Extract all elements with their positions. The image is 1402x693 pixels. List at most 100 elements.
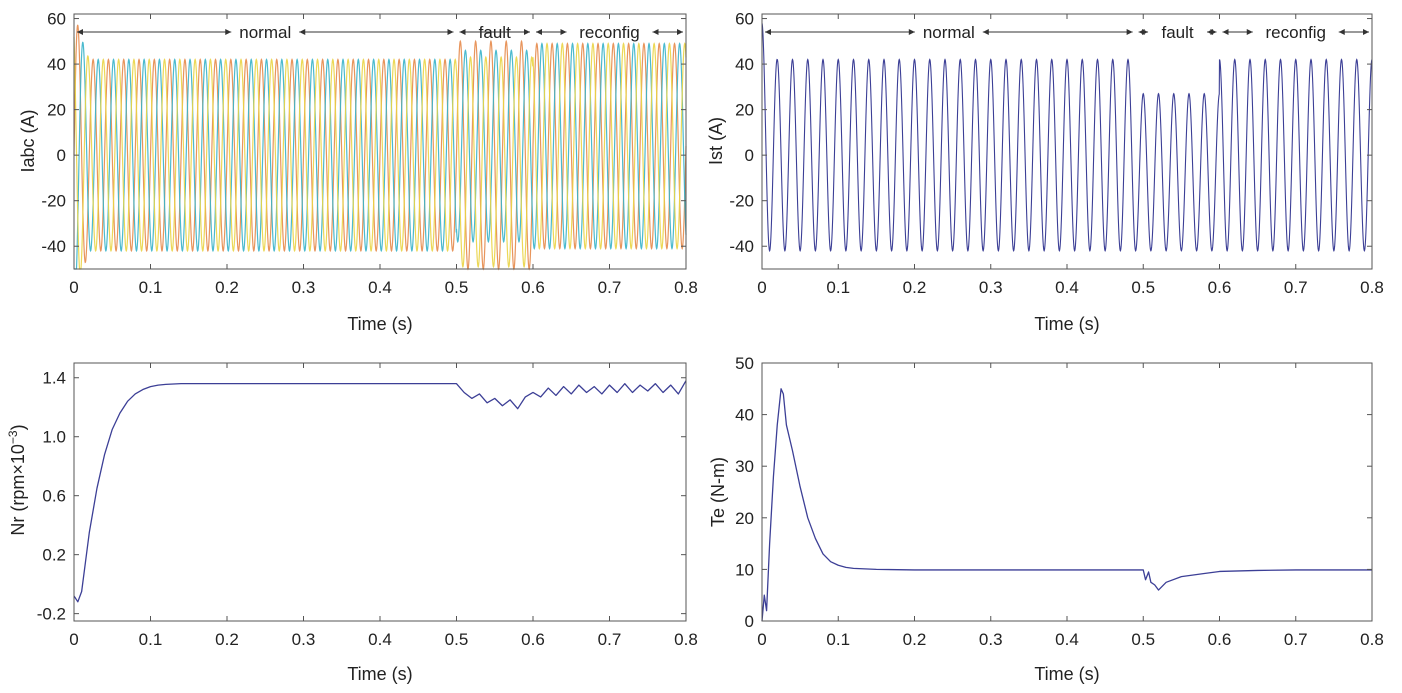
ist-x-tick-label: 0.2 — [903, 278, 927, 297]
iabc-x-tick-label: 0.7 — [598, 278, 622, 297]
nr-x-tick-labels: 0 0.1 0.2 0.3 0.4 0.5 0.6 0.7 0.8 — [69, 630, 698, 649]
arrowhead-left — [765, 29, 771, 35]
ist-segment-annotations: normal fault reconfig — [765, 23, 1369, 42]
iabc-x-tick-label: 0.6 — [521, 278, 545, 297]
arrowhead-right — [1126, 29, 1133, 35]
nr-x-tick-label: 0.2 — [215, 630, 239, 649]
segment-label-reconfig: reconfig — [579, 23, 639, 42]
iabc-x-tick-label: 0.3 — [292, 278, 316, 297]
te-y-tick-label: 0 — [745, 612, 754, 631]
te-traces — [761, 388, 1372, 622]
iabc-x-tick-label: 0.2 — [215, 278, 239, 297]
ist-x-tick-label: 0.3 — [979, 278, 1003, 297]
ist-y-tick-label: 60 — [735, 10, 754, 29]
te-x-tick-label: 0.5 — [1131, 630, 1155, 649]
ist-y-tick-label: 0 — [745, 146, 754, 165]
nr-plot-frame — [73, 362, 687, 622]
te-x-tick-label: 0.4 — [1055, 630, 1079, 649]
iabc-x-tick-label: 0.8 — [674, 278, 698, 297]
segment-label-reconfig: reconfig — [1266, 23, 1326, 42]
ist-x-tick-labels: 0 0.1 0.2 0.3 0.4 0.5 0.6 0.7 0.8 — [757, 278, 1384, 297]
ist-x-tick-label: 0.6 — [1208, 278, 1232, 297]
arrowhead-right — [560, 29, 567, 35]
te-y-tick-label: 10 — [735, 560, 754, 579]
te-ticks — [761, 362, 1373, 622]
te-y-axis-title: Te (N-m) — [708, 457, 728, 527]
nr-x-tick-label: 0 — [69, 630, 78, 649]
ist-plot-frame — [761, 13, 1373, 270]
iabc-ticks — [73, 14, 687, 269]
iabc-panel: 0 0.1 0.2 0.3 0.4 0.5 0.6 0.7 0.8 -40-200204060 … — [18, 10, 698, 334]
te-x-tick-label: 0.7 — [1284, 630, 1308, 649]
nr-y-tick-label: 1.0 — [42, 428, 66, 447]
nr-ticks — [73, 363, 687, 621]
series-line-Ib — [74, 41, 687, 270]
series-line-Ia — [73, 24, 687, 271]
iabc-y-tick-label: 0 — [57, 146, 66, 165]
te-x-tick-label: 0.2 — [903, 630, 927, 649]
te-x-tick-label: 0.1 — [826, 630, 850, 649]
nr-x-axis-title: Time (s) — [347, 664, 412, 684]
te-y-tick-label: 30 — [735, 457, 754, 476]
arrowhead-right — [1210, 29, 1217, 35]
te-y-tick-label: 20 — [735, 509, 754, 528]
series-line-Ist — [761, 23, 1373, 253]
segment-label-fault: fault — [1161, 23, 1193, 42]
iabc-y-tick-label: -20 — [41, 192, 66, 211]
ist-y-tick-label: -40 — [729, 237, 754, 256]
series-line-Ic — [73, 36, 687, 270]
arrowhead-right — [1246, 29, 1253, 35]
ist-panel: 0 0.1 0.2 0.3 0.4 0.5 0.6 0.7 0.8 -40-200204060 … — [706, 10, 1384, 334]
te-x-tick-labels: 0 0.1 0.2 0.3 0.4 0.5 0.6 0.7 0.8 — [757, 630, 1384, 649]
ist-y-tick-label: -20 — [729, 192, 754, 211]
iabc-segment-annotations: normal fault reconfig — [77, 23, 683, 42]
series-line-Nr — [73, 380, 687, 603]
te-x-tick-label: 0 — [757, 630, 766, 649]
ist-y-tick-label: 20 — [735, 101, 754, 120]
iabc-y-tick-label: 60 — [47, 10, 66, 29]
nr-x-tick-label: 0.7 — [598, 630, 622, 649]
nr-x-tick-label: 0.3 — [292, 630, 316, 649]
nr-y-tick-label: 1.4 — [42, 369, 66, 388]
te-y-tick-label: 40 — [735, 406, 754, 425]
arrowhead-left — [299, 29, 306, 35]
ist-x-tick-label: 0 — [757, 278, 766, 297]
nr-y-axis-title-close: ) — [8, 424, 28, 430]
ist-x-tick-label: 0.8 — [1360, 278, 1384, 297]
iabc-y-tick-label: 40 — [47, 55, 66, 74]
ist-y-tick-label: 40 — [735, 55, 754, 74]
iabc-x-tick-labels: 0 0.1 0.2 0.3 0.4 0.5 0.6 0.7 0.8 — [69, 278, 698, 297]
nr-x-tick-label: 0.6 — [521, 630, 545, 649]
arrowhead-right — [1142, 29, 1149, 35]
ist-y-tick-labels: -40 -20 0 20 40 60 — [729, 10, 754, 257]
iabc-traces — [73, 24, 687, 271]
te-y-tick-label: 50 — [735, 354, 754, 373]
arrowhead-left — [77, 29, 83, 35]
iabc-x-tick-label: 0.1 — [139, 278, 163, 297]
te-x-tick-label: 0.3 — [979, 630, 1003, 649]
ist-ticks — [761, 14, 1373, 269]
arrowhead-right — [677, 29, 683, 35]
nr-y-tick-labels: -0.2 0.2 0.6 1.0 1.4 — [37, 369, 66, 624]
nr-y-tick-label: 0.2 — [42, 546, 66, 565]
nr-y-tick-label: -0.2 — [37, 605, 66, 624]
ist-x-tick-label: 0.4 — [1055, 278, 1079, 297]
te-plot-frame — [761, 362, 1373, 622]
nr-x-tick-label: 0.1 — [139, 630, 163, 649]
nr-y-axis-title-main: Nr (rpm×10 — [8, 444, 28, 536]
te-x-tick-label: 0.6 — [1208, 630, 1232, 649]
nr-y-tick-label: 0.6 — [42, 487, 66, 506]
ist-traces — [761, 23, 1373, 253]
te-y-tick-labels: 0 10 20 30 40 50 — [735, 354, 754, 631]
te-panel: 0 0.1 0.2 0.3 0.4 0.5 0.6 0.7 0.8 0 10 20 30 40 50 Ti… — [708, 354, 1384, 684]
nr-x-tick-label: 0.5 — [445, 630, 469, 649]
arrowhead-right — [524, 29, 530, 35]
series-line-Te — [761, 388, 1372, 622]
arrowhead-left — [536, 29, 542, 35]
iabc-x-tick-label: 0.4 — [368, 278, 392, 297]
arrowhead-right — [447, 29, 454, 35]
ist-y-axis-title: Ist (A) — [706, 117, 726, 165]
ist-x-tick-label: 0.7 — [1284, 278, 1308, 297]
arrowhead-right — [1363, 29, 1369, 35]
